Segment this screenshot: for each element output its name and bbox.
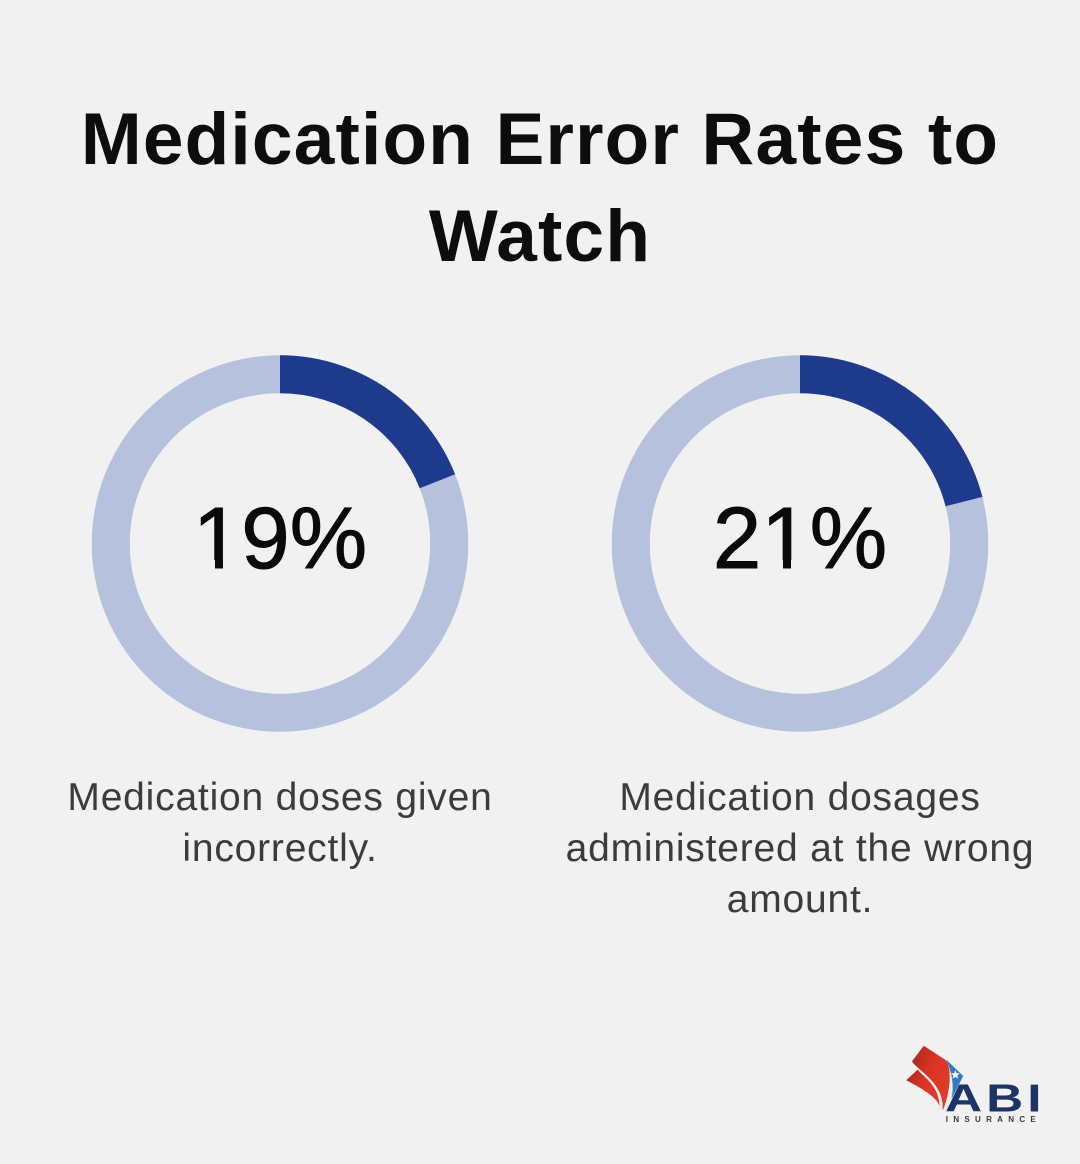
svg-text:ABI: ABI	[945, 1077, 1045, 1120]
svg-text:INSURANCE: INSURANCE	[946, 1115, 1041, 1124]
